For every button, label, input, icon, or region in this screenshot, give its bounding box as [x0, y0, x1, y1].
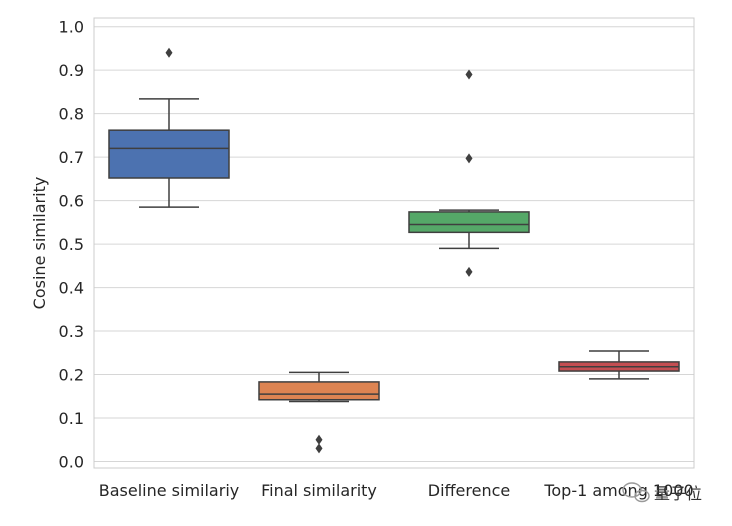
- outlier-point: [315, 443, 323, 454]
- y-axis-label: Cosine similarity: [30, 177, 49, 310]
- box-body: [108, 129, 230, 179]
- watermark: 量子位: [622, 482, 702, 503]
- y-tick-label: 0.5: [59, 235, 84, 254]
- y-tick-label: 0.6: [59, 192, 84, 211]
- box-body: [408, 211, 530, 234]
- box-3: [408, 69, 530, 277]
- box-body: [258, 381, 380, 401]
- box-2: [258, 371, 380, 454]
- grid-lines: [94, 26, 694, 462]
- boxes: [108, 47, 680, 454]
- outlier-point: [315, 434, 323, 445]
- outlier-point: [165, 47, 173, 58]
- y-tick-label: 0.2: [59, 366, 84, 385]
- x-tick-label: Difference: [428, 481, 510, 500]
- y-tick-label: 1.0: [59, 18, 84, 37]
- y-axis-ticks: 0.0 0.1 0.2 0.3 0.4 0.5 0.6 0.7 0.8 0.9 1.0: [59, 18, 84, 472]
- y-tick-label: 0.7: [59, 148, 84, 167]
- x-tick-label: Baseline similariy: [99, 481, 239, 500]
- outlier-point: [465, 153, 473, 164]
- y-tick-label: 0.0: [59, 452, 84, 471]
- box-4: [558, 350, 680, 380]
- outlier-point: [465, 266, 473, 277]
- x-tick-label: Final similarity: [261, 481, 377, 500]
- outlier-point: [465, 69, 473, 80]
- y-tick-label: 0.4: [59, 279, 84, 298]
- x-tick-label: Top-1 among 1000: [543, 481, 693, 500]
- y-tick-label: 0.3: [59, 322, 84, 341]
- x-axis-ticks: Baseline similariy Final similarity Differ…: [99, 481, 694, 500]
- wechat-icon: [622, 482, 650, 503]
- y-tick-label: 0.8: [59, 105, 84, 124]
- box-1: [108, 47, 230, 208]
- watermark-text: 量子位: [654, 484, 702, 503]
- y-tick-label: 0.1: [59, 409, 84, 428]
- plot-frame: [93, 17, 695, 469]
- y-tick-label: 0.9: [59, 61, 84, 80]
